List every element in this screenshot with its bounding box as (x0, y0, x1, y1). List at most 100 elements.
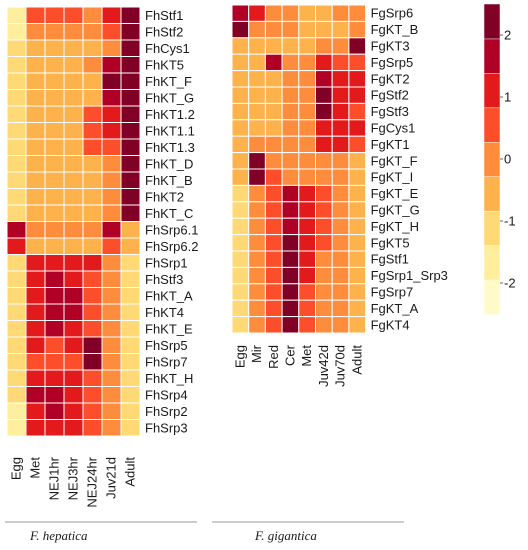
heatmap-cell (331, 217, 350, 236)
heatmap-cell (44, 72, 65, 90)
heatmap-cell (44, 171, 65, 189)
heatmap-cell (82, 303, 103, 321)
heatmap-cell (6, 386, 27, 404)
row-label: FhKT1.3 (145, 140, 195, 155)
heatmap-cell (315, 201, 333, 219)
heatmap-cell (264, 135, 283, 154)
heatmap-cell (315, 53, 333, 72)
heatmap-cell (298, 316, 316, 334)
heatmap-cell (6, 56, 27, 74)
heatmap-cell (6, 171, 27, 189)
heatmap-cell (101, 89, 122, 107)
heatmap-cell (331, 316, 350, 334)
heatmap-cell (231, 201, 250, 219)
heatmap-cell (6, 320, 27, 338)
heatmap-cell (63, 171, 84, 189)
colorbar-swatch (483, 72, 501, 109)
heatmap-cell (44, 386, 65, 404)
heatmap-cell (331, 250, 350, 268)
heatmap-cell (82, 122, 103, 140)
row-label: FhKT_D (145, 156, 193, 171)
row-label: FhKT4 (145, 305, 184, 320)
heatmap-cell (63, 369, 84, 387)
heatmap-cell (248, 266, 266, 285)
heatmap-cell (264, 234, 283, 252)
colorbar-tick-label: -1 (504, 214, 516, 229)
heatmap-cell (331, 266, 350, 285)
heatmap-cell (231, 152, 250, 170)
heatmap-cell (281, 283, 300, 301)
heatmap-cell (231, 250, 250, 268)
heatmap-cell (101, 39, 122, 57)
heatmap-cell (248, 135, 266, 154)
heatmap-cell (101, 204, 122, 222)
column-label: Met (299, 345, 314, 367)
heatmap-cell (281, 250, 300, 268)
row-label: FgKT4 (371, 317, 410, 332)
heatmap-cell (25, 402, 46, 420)
row-label: FgSrp7 (371, 285, 414, 300)
heatmap-cell (298, 119, 316, 137)
heatmap-cell (101, 369, 122, 387)
heatmap-cell (6, 336, 27, 354)
heatmap-cell (44, 138, 65, 156)
heatmap-cell (231, 283, 250, 301)
heatmap-cell (231, 234, 250, 252)
row-label: FgKT_G (371, 203, 420, 218)
heatmap-cell (25, 171, 46, 189)
heatmap-cell (298, 168, 316, 186)
row-label: FhSrp3 (145, 420, 188, 435)
heatmap-cell (25, 353, 46, 371)
colorbar-swatch (483, 141, 501, 177)
heatmap-cell (101, 353, 122, 371)
heatmap-cell (82, 402, 103, 420)
heatmap-cell (63, 23, 84, 41)
heatmap-cell (281, 86, 300, 104)
heatmap-cell (82, 23, 103, 41)
heatmap-cell (348, 86, 367, 104)
heatmap-cell (44, 221, 65, 239)
heatmap-cell (120, 72, 141, 90)
heatmap-cell (44, 237, 65, 255)
heatmap-cell (315, 283, 333, 301)
heatmap-cell (281, 135, 300, 154)
row-label: FgStf1 (371, 252, 409, 267)
row-label: FhStf3 (145, 272, 183, 287)
heatmap-cell (44, 254, 65, 272)
heatmap-cell (315, 37, 333, 55)
row-label: FgKT_I (371, 170, 414, 185)
column-label: Red (266, 345, 281, 369)
heatmap-cell (348, 316, 367, 334)
heatmap-cell (281, 70, 300, 88)
heatmap-cell (298, 299, 316, 318)
heatmap-cell (120, 369, 141, 387)
heatmap-cell (315, 4, 333, 22)
heatmap-cell (82, 320, 103, 338)
heatmap-cell (6, 270, 27, 288)
heatmap-cell (44, 419, 65, 437)
heatmap-cell (298, 217, 316, 236)
row-label: FgCys1 (371, 121, 416, 136)
column-label: Juv70d (333, 345, 348, 387)
heatmap-cell (101, 122, 122, 140)
heatmap-cell (63, 6, 84, 24)
heatmap-cell (25, 6, 46, 24)
heatmap-cell (82, 270, 103, 288)
heatmap-cell (264, 70, 283, 88)
column-label: Adult (349, 345, 364, 375)
heatmap-cell (63, 221, 84, 239)
heatmap-cell (82, 138, 103, 156)
heatmap-cell (82, 155, 103, 173)
heatmap-cell (120, 419, 141, 437)
heatmap-cell (120, 56, 141, 74)
colorbar-swatch (483, 279, 501, 315)
heatmap-cell (298, 201, 316, 219)
heatmap-cell (6, 369, 27, 387)
heatmap-cell (6, 237, 27, 255)
heatmap-cell (348, 217, 367, 236)
row-label: FhKT_C (145, 206, 193, 221)
heatmap-cell (63, 386, 84, 404)
heatmap-cell (120, 386, 141, 404)
heatmap-cell (231, 102, 250, 121)
